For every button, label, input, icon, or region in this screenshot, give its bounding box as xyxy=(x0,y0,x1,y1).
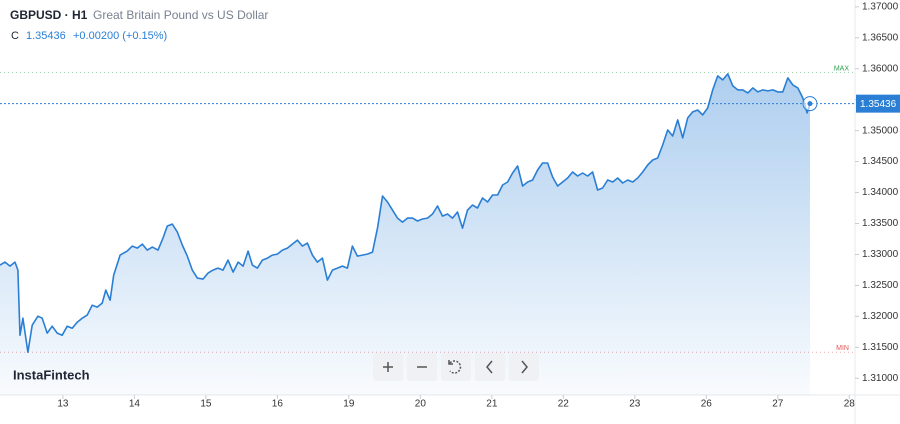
y-tick-label: 1.31000 xyxy=(862,373,899,384)
watermark: InstaFintech xyxy=(13,367,90,382)
description: Great Britain Pound vs US Dollar xyxy=(93,8,268,22)
symbol: GBPUSD · H1 xyxy=(10,8,88,22)
area-fill xyxy=(0,73,810,396)
x-tick-label: 16 xyxy=(272,399,284,410)
legend-panel xyxy=(6,4,264,46)
y-tick-label: 1.36500 xyxy=(862,32,899,43)
zoom-out-button[interactable] xyxy=(407,353,437,381)
y-tick-label: 1.36000 xyxy=(862,63,899,74)
x-tick-label: 14 xyxy=(129,399,141,410)
last-price-label: 1.35436 xyxy=(860,99,897,110)
reset-button[interactable] xyxy=(441,353,471,381)
last-price-dot xyxy=(807,101,813,107)
y-tick-label: 1.34500 xyxy=(862,156,899,167)
x-tick-label: 26 xyxy=(701,399,713,410)
zoom-in-button[interactable] xyxy=(373,353,403,381)
y-tick-label: 1.33000 xyxy=(862,249,899,260)
y-tick-label: 1.32000 xyxy=(862,311,899,322)
x-tick-label: 28 xyxy=(844,399,856,410)
price-line xyxy=(0,73,811,353)
max-line-label: MAX xyxy=(834,65,850,72)
close-label: C xyxy=(11,30,19,42)
x-tick-label: 22 xyxy=(558,399,570,410)
y-tick-label: 1.31500 xyxy=(862,342,899,353)
x-tick-label: 21 xyxy=(486,399,498,410)
y-tick-label: 1.33500 xyxy=(862,218,899,229)
last-price-box xyxy=(856,94,900,113)
close-value: 1.35436 xyxy=(26,30,66,42)
x-tick-label: 20 xyxy=(415,399,427,410)
plot: 1.370001.365001.360001.355001.350001.345… xyxy=(0,1,900,410)
x-tick-label: 19 xyxy=(343,399,355,410)
x-tick-label: 15 xyxy=(200,399,212,410)
y-tick-label: 1.34000 xyxy=(862,187,899,198)
nav-controls xyxy=(373,353,539,381)
y-tick-label: 1.37000 xyxy=(862,1,899,12)
change: +0.00200 (+0.15%) xyxy=(73,30,167,42)
scroll-right-button[interactable] xyxy=(509,353,539,381)
y-tick-label: 1.32500 xyxy=(862,280,899,291)
min-line-label: MIN xyxy=(836,345,849,352)
x-tick-label: 13 xyxy=(57,399,69,410)
y-tick-label: 1.35000 xyxy=(862,125,899,136)
scroll-left-button[interactable] xyxy=(475,353,505,381)
x-tick-label: 23 xyxy=(629,399,641,410)
x-tick-label: 27 xyxy=(772,399,784,410)
